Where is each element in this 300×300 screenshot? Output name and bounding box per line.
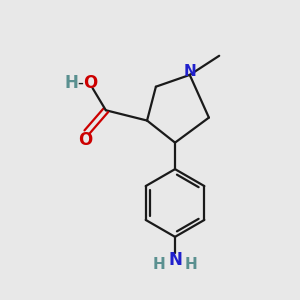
Text: H: H: [185, 257, 198, 272]
Text: H: H: [152, 257, 165, 272]
Text: O: O: [78, 131, 92, 149]
Text: H: H: [64, 74, 78, 92]
Text: -: -: [77, 74, 83, 92]
Text: N: N: [183, 64, 196, 80]
Text: N: N: [168, 250, 182, 268]
Text: O: O: [83, 74, 98, 92]
